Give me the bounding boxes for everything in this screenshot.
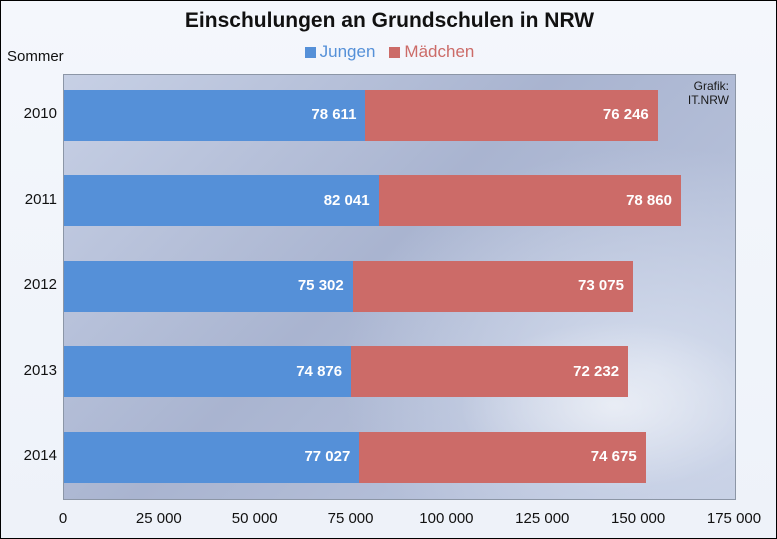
bar-value-label: 75 302: [297, 277, 344, 294]
legend-item-jungen: Jungen: [304, 42, 376, 62]
bar-value-label: 74 876: [296, 362, 343, 380]
bar-value-label: 82 041: [323, 191, 370, 209]
legend-item-maedchen: Mädchen: [389, 42, 474, 62]
bar-value-label: 78 860: [626, 191, 672, 209]
bar-value-label: 74 675: [590, 448, 637, 465]
x-tick-label: 150 000: [611, 510, 666, 527]
x-tick-label: 75 000: [327, 510, 374, 527]
bar-value-label: 77 027: [304, 448, 351, 465]
category-label-2013: 2013: [23, 361, 57, 379]
bar-2014-maedchen: [359, 431, 646, 483]
x-tick-label: 0: [58, 510, 68, 527]
bar-2014-jungen: [64, 431, 360, 483]
bar-2011-maedchen: [378, 175, 681, 226]
bar-2013-maedchen: [351, 346, 629, 397]
bar-2012-maedchen: [352, 260, 633, 312]
x-tick-label: 100 000: [419, 510, 474, 527]
bar-value-label: 72 232: [573, 362, 620, 380]
chart-title: Einschulungen an Grundschulen in NRW: [184, 9, 595, 32]
y-axis-label: Sommer: [7, 48, 64, 65]
legend-label: Jungen: [319, 42, 376, 61]
category-label-2012: 2012: [23, 276, 57, 293]
bar-2013-jungen: [64, 346, 352, 397]
x-tick-label: 25 000: [135, 510, 182, 527]
legend-swatch: [389, 47, 401, 58]
bar-2012-jungen: [64, 260, 353, 312]
category-label-2011: 2011: [24, 190, 57, 208]
category-label-2010: 2010: [23, 105, 57, 122]
bar-2010-jungen: [64, 89, 366, 141]
legend-label: Mädchen: [404, 42, 475, 61]
credit-line: IT.NRW: [687, 93, 729, 107]
source-credit: Grafik: IT.NRW: [688, 79, 729, 107]
bar-2010-maedchen: [365, 89, 658, 141]
bar-value-label: 73 075: [578, 277, 624, 294]
legend: Jungen Mädchen: [1, 42, 777, 62]
x-tick-label: 50 000: [231, 510, 278, 527]
bar-2011-jungen: [64, 175, 379, 226]
x-tick-label: 175 000: [706, 510, 762, 527]
bar-value-label: 76 246: [602, 106, 649, 123]
bars-layer: 78 611 76 246 82 041 78 860 75 302 73 075 74 8…: [64, 75, 735, 499]
category-label-2014: 2014: [23, 447, 57, 464]
credit-line: Grafik:: [693, 79, 729, 93]
plot-area: Grafik: IT.NRW 78 611 76 246 82 041 78 860 7…: [63, 74, 736, 500]
legend-swatch: [304, 47, 316, 58]
bar-value-label: 78 611: [311, 106, 357, 123]
x-tick-label: 125 000: [515, 510, 570, 527]
